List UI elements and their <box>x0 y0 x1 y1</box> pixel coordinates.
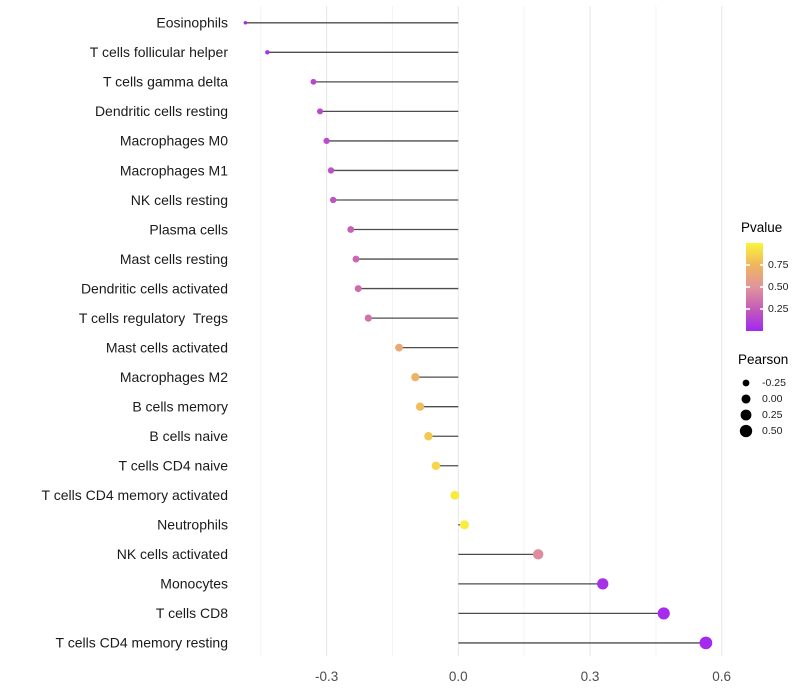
colorbar-tick-mark <box>746 286 750 288</box>
lollipop-point <box>354 285 362 293</box>
y-axis-category-label: B cells memory <box>132 398 228 414</box>
y-axis-category-label: Macrophages M1 <box>120 162 228 178</box>
lollipop-point <box>310 78 317 85</box>
lollipop-point <box>327 167 335 174</box>
pvalue-colorbar <box>746 243 763 331</box>
pearson-size-dot-icon <box>740 409 752 421</box>
pvalue-tick-label: 0.50 <box>768 281 789 293</box>
lollipop-point <box>395 343 403 352</box>
y-axis-category-label: Mast cells activated <box>106 339 228 355</box>
y-axis-category-label: NK cells activated <box>117 546 228 562</box>
lollipop-point <box>364 314 372 322</box>
colorbar-tick-mark <box>746 308 750 310</box>
y-axis-category-label: Eosinophils <box>156 15 228 31</box>
x-axis-tick-label: 0.3 <box>581 669 600 684</box>
lollipop-point <box>415 402 425 411</box>
y-axis-category-label: Dendritic cells activated <box>81 280 228 296</box>
pearson-tick-label: 0.50 <box>762 425 783 437</box>
colorbar-tick-mark <box>746 264 750 266</box>
lollipop-point <box>329 196 337 204</box>
lollipop-point <box>699 636 713 650</box>
y-axis-category-label: T cells CD4 memory resting <box>56 635 228 651</box>
y-axis-category-label: T cells CD8 <box>156 605 228 621</box>
y-axis-category-label: NK cells resting <box>131 192 228 208</box>
lollipop-point <box>316 108 324 115</box>
y-axis-category-label: Mast cells resting <box>120 251 228 267</box>
pearson-size-dot-icon <box>739 424 753 438</box>
lollipop-point <box>424 431 433 441</box>
y-axis-category-label: T cells follicular helper <box>90 44 229 60</box>
lollipop-point <box>347 226 355 233</box>
lollipop-point <box>431 461 441 471</box>
y-axis-category-label: T cells gamma delta <box>103 74 228 90</box>
pvalue-legend: Pvalue 0.75 0.50 0.25 <box>741 220 800 335</box>
x-axis-tick-label: -0.3 <box>315 669 338 684</box>
pearson-size-dot-icon <box>742 379 750 387</box>
lollipop-point <box>533 549 544 560</box>
pvalue-colorbar-row: 0.75 0.50 0.25 <box>741 243 800 335</box>
y-axis-category-label: T cells regulatory Tregs <box>79 310 228 326</box>
pearson-size-dot-icon <box>741 394 751 404</box>
y-axis-category-label: Monocytes <box>160 576 228 592</box>
pearson-legend-title: Pearson <box>738 352 789 367</box>
lollipop-point <box>411 373 420 382</box>
x-axis-tick-label: 0.0 <box>449 669 468 684</box>
y-axis-category-label: T cells CD4 naive <box>119 458 229 474</box>
pvalue-tick-label: 0.75 <box>768 259 789 271</box>
pvalue-tick-label: 0.25 <box>768 303 789 315</box>
pearson-tick-label: -0.25 <box>762 377 786 389</box>
pvalue-legend-title: Pvalue <box>741 220 783 235</box>
colorbar-tick-mark <box>759 264 763 266</box>
pearson-tick-label: 0.25 <box>762 409 783 421</box>
y-axis-category-label: Dendritic cells resting <box>95 103 228 119</box>
lollipop-point <box>323 137 330 145</box>
y-axis-category-label: Plasma cells <box>149 221 228 237</box>
colorbar-tick-mark <box>759 308 763 310</box>
y-axis-category-label: T cells CD4 memory activated <box>42 487 228 503</box>
y-axis-category-label: Macrophages M0 <box>120 133 228 149</box>
pearson-legend-row: 0.25 <box>738 407 800 423</box>
colorbar-tick-mark <box>759 286 763 288</box>
lollipop-point <box>657 607 670 620</box>
y-axis-category-label: Macrophages M2 <box>120 369 228 385</box>
lollipop-point <box>459 520 470 530</box>
lollipop-point <box>352 255 360 263</box>
pearson-legend-row: -0.25 <box>738 375 800 391</box>
pearson-legend-row: 0.50 <box>738 423 800 439</box>
lollipop-point <box>265 50 270 55</box>
pearson-legend-row: 0.00 <box>738 391 800 407</box>
lollipop-point <box>243 21 248 25</box>
pearson-tick-label: 0.00 <box>762 393 783 405</box>
y-axis-category-label: B cells naive <box>149 428 228 444</box>
x-axis-tick-label: 0.6 <box>712 669 731 684</box>
lollipop-point <box>597 578 609 590</box>
lollipop-point <box>450 490 460 500</box>
y-axis-category-label: Neutrophils <box>157 517 228 533</box>
pearson-legend: Pearson -0.25 0.00 0.25 0.50 <box>738 352 800 439</box>
